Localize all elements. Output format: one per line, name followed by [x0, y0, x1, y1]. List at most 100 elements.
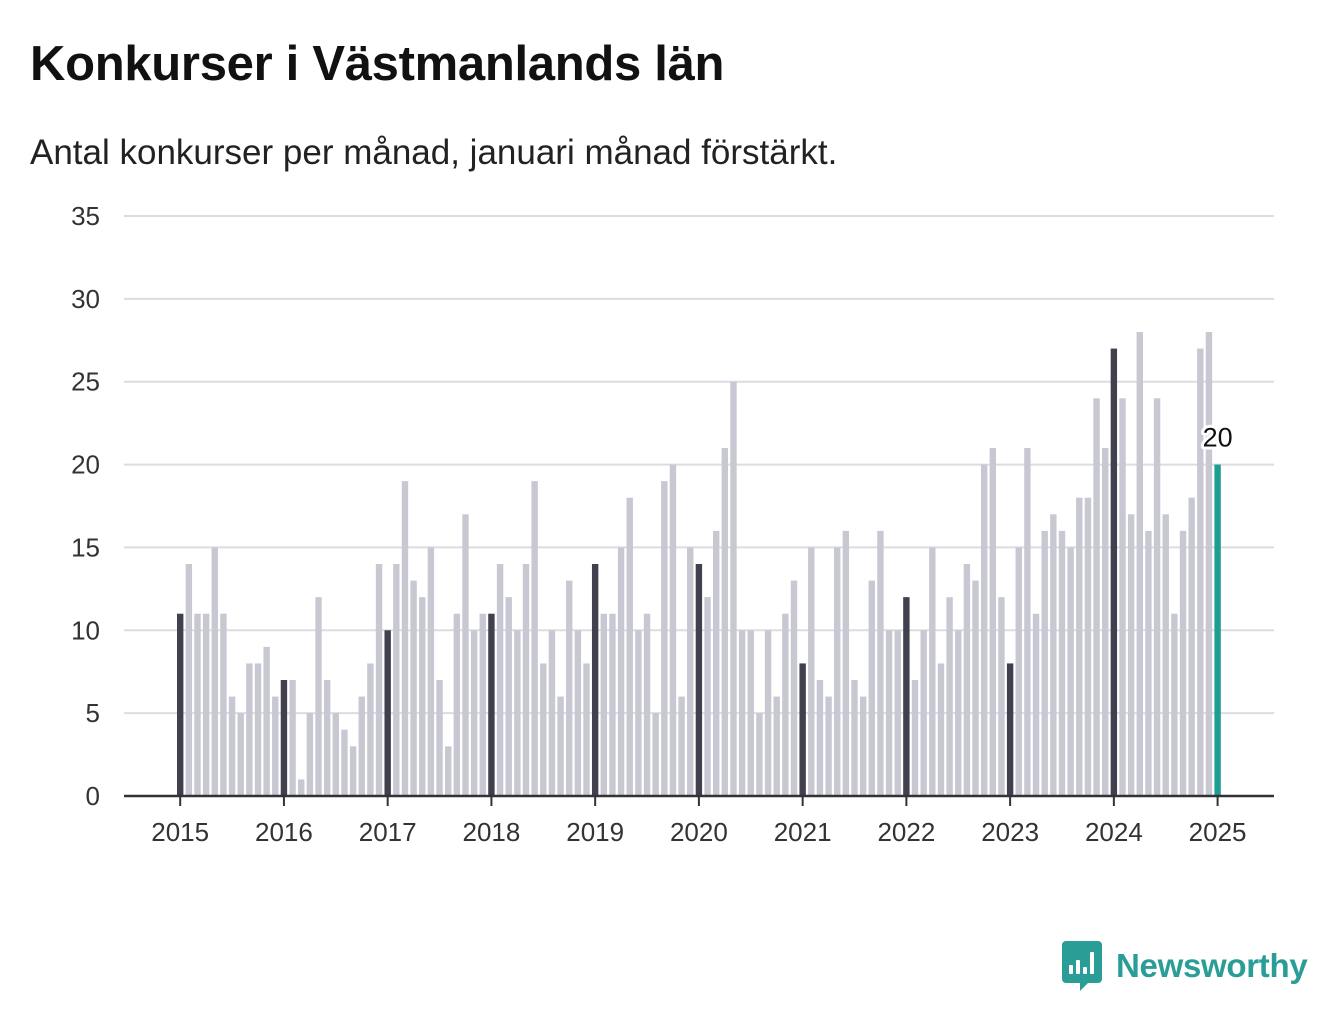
bar	[419, 597, 426, 796]
x-tick-label: 2016	[255, 817, 313, 847]
y-tick-label: 35	[71, 201, 100, 231]
bar	[911, 680, 919, 796]
bar	[436, 680, 443, 796]
bar	[963, 564, 971, 796]
bar-january	[177, 613, 184, 796]
bar	[1136, 332, 1143, 796]
bar	[808, 547, 815, 796]
x-tick-label: 2022	[877, 817, 935, 847]
bar	[557, 696, 564, 796]
bar-january	[903, 597, 910, 796]
bar	[341, 729, 348, 796]
x-tick-label: 2018	[462, 817, 520, 847]
x-tick-label: 2019	[566, 817, 624, 847]
bar	[609, 613, 616, 796]
bar	[375, 564, 383, 796]
bar	[678, 696, 685, 796]
bar	[228, 696, 236, 796]
bar	[1153, 398, 1161, 796]
bar-january	[695, 564, 703, 796]
bar	[315, 597, 322, 796]
bar	[894, 630, 901, 796]
bar	[272, 696, 279, 796]
bar	[920, 630, 927, 796]
bar	[998, 597, 1005, 796]
bar	[1093, 398, 1100, 796]
brand-name: Newsworthy	[1116, 947, 1308, 984]
newsworthy-logo-icon	[1062, 941, 1102, 991]
bar	[237, 713, 244, 796]
bar	[531, 481, 538, 796]
bar	[427, 547, 435, 796]
bar	[445, 746, 452, 796]
bar	[851, 680, 858, 796]
bar	[972, 580, 979, 796]
bar	[470, 630, 478, 796]
bar	[834, 547, 841, 796]
bar	[704, 597, 711, 796]
bar-january	[1110, 348, 1118, 796]
bar	[955, 630, 962, 796]
bar	[868, 580, 875, 796]
bar	[462, 514, 469, 796]
bar	[669, 464, 677, 796]
y-tick-label: 0	[86, 781, 100, 811]
bar	[738, 630, 746, 796]
bar	[1119, 398, 1126, 796]
x-tick-label: 2023	[981, 817, 1039, 847]
latest-value-label: 20	[1203, 423, 1233, 453]
bar	[289, 680, 296, 796]
bar	[566, 580, 573, 796]
x-tick-label: 2021	[774, 817, 832, 847]
bar	[756, 713, 763, 796]
bar	[721, 448, 729, 796]
bar	[635, 630, 642, 796]
bar	[479, 613, 486, 796]
bar	[401, 481, 409, 796]
bar	[816, 680, 824, 796]
bar	[1179, 530, 1187, 796]
x-tick-label: 2024	[1085, 817, 1143, 847]
y-tick-label: 20	[71, 450, 100, 480]
bar	[220, 613, 227, 796]
bar	[254, 663, 262, 796]
bar	[332, 713, 340, 796]
bar	[548, 630, 556, 796]
bar	[1162, 514, 1169, 796]
bar	[980, 464, 988, 796]
bar-january	[799, 663, 806, 796]
bar	[211, 547, 218, 796]
bar	[306, 713, 314, 796]
x-tick-label: 2017	[359, 817, 417, 847]
y-tick-label: 5	[86, 698, 100, 728]
bar	[687, 547, 694, 796]
bar	[505, 597, 512, 796]
bar	[263, 646, 270, 796]
bar	[522, 564, 530, 796]
data-labels: 20	[1200, 420, 1236, 456]
bar	[617, 547, 625, 796]
bar	[1041, 530, 1048, 796]
bar	[1067, 547, 1074, 796]
bar	[652, 713, 659, 796]
bar-january	[280, 680, 288, 796]
bar-january	[1006, 663, 1014, 796]
y-tick-label: 10	[71, 615, 100, 645]
bar	[1205, 332, 1213, 796]
bar	[246, 663, 253, 796]
bar	[540, 663, 547, 796]
x-tick-label: 2015	[151, 817, 209, 847]
bar	[1058, 530, 1066, 796]
bar	[885, 630, 893, 796]
bar	[712, 530, 720, 796]
bar	[859, 696, 867, 796]
bar-january	[591, 564, 599, 796]
bars	[177, 332, 1221, 796]
bar	[1188, 497, 1195, 796]
bar	[1076, 497, 1083, 796]
bar	[1145, 530, 1152, 796]
bar	[937, 663, 945, 796]
chart-subtitle: Antal konkurser per månad, januari månad…	[30, 133, 838, 172]
bar	[929, 547, 936, 796]
